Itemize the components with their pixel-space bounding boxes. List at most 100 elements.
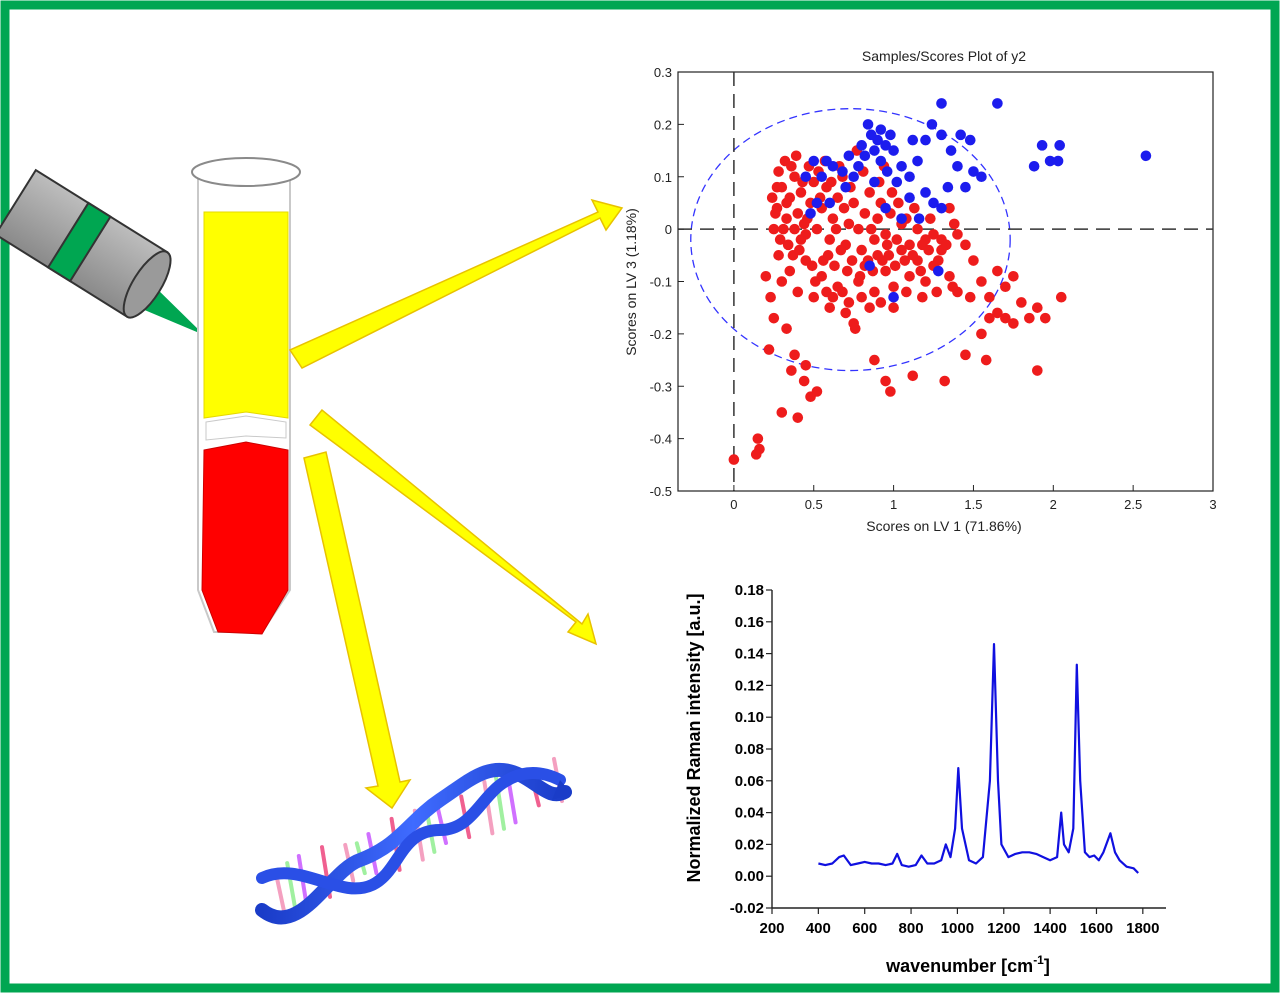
spectrum-y-tick-label: 0.02 — [735, 836, 764, 853]
score-point-red — [792, 286, 804, 298]
score-point-red — [781, 213, 792, 224]
score-point-red — [768, 312, 780, 324]
score-point-blue — [904, 171, 915, 183]
dna-arrow-tip — [552, 780, 572, 800]
scores-plot-title: Samples/Scores Plot of y2 — [862, 48, 1026, 64]
score-point-red — [1008, 318, 1019, 329]
score-point-red — [829, 260, 840, 272]
spectrum-y-tick-label: 0.00 — [735, 868, 764, 885]
score-point-blue — [808, 155, 820, 167]
score-point-red — [752, 433, 764, 444]
score-point-blue — [880, 140, 891, 151]
score-point-red — [808, 176, 820, 188]
scores-x-tick-label: 3 — [1209, 497, 1216, 512]
score-point-red — [824, 302, 836, 313]
score-point-blue — [805, 208, 816, 219]
score-point-red — [869, 286, 880, 298]
spectrum-x-ticks: 200 400 600 800 1000 1200 1400 1600 1800 — [759, 908, 1160, 937]
scores-x-tick-label: 0 — [730, 497, 737, 512]
score-point-blue — [960, 181, 971, 193]
score-point-red — [869, 354, 880, 366]
probe-lens — [122, 250, 172, 319]
score-point-red — [931, 286, 943, 298]
confidence-ellipse — [690, 108, 1011, 372]
score-point-red — [776, 407, 788, 418]
scores-y-tick-label: -0.2 — [650, 327, 672, 342]
score-point-blue — [853, 160, 864, 172]
spectrum-x-tick-label: 1200 — [987, 920, 1020, 937]
score-point-red — [952, 229, 963, 240]
spectrum-y-tick-label: 0.08 — [735, 741, 764, 758]
score-point-red — [1032, 302, 1043, 313]
score-point-red — [792, 208, 804, 219]
score-point-blue — [880, 202, 891, 214]
score-point-blue — [800, 171, 812, 183]
score-point-blue — [840, 181, 851, 193]
spectrum-y-tick-label: 0.12 — [735, 677, 764, 694]
score-point-blue — [936, 129, 947, 141]
score-point-red — [901, 286, 912, 298]
score-point-red — [864, 187, 875, 198]
score-point-blue — [1028, 160, 1040, 172]
score-point-red — [846, 255, 858, 266]
score-point-red — [968, 255, 979, 266]
score-point-blue — [875, 155, 887, 167]
score-point-red — [771, 181, 783, 193]
score-point-red — [899, 255, 911, 266]
score-point-red — [904, 270, 915, 282]
scores-y-axis-label: Scores on LV 3 (1.18%) — [623, 208, 639, 356]
score-point-red — [872, 213, 883, 224]
score-point-red — [886, 187, 898, 198]
score-point-red — [768, 223, 780, 235]
spectrum-y-tick-label: 0.14 — [735, 646, 765, 663]
score-point-red — [811, 386, 823, 397]
scores-x-tick-label: 1 — [890, 497, 897, 512]
score-point-red — [917, 291, 928, 303]
score-point-red — [837, 286, 848, 298]
score-point-red — [907, 250, 919, 261]
spectrum-y-tick-label: 0.10 — [735, 709, 764, 726]
score-point-red — [798, 375, 810, 387]
score-point-red — [1016, 297, 1027, 308]
score-point-blue — [811, 197, 823, 209]
score-point-red — [789, 171, 800, 183]
red-cell-layer — [201, 441, 289, 635]
score-point-blue — [869, 145, 880, 156]
score-point-blue — [955, 129, 966, 141]
score-point-blue — [1054, 140, 1065, 151]
score-point-red — [883, 250, 895, 261]
arrow-to-scores-plot — [288, 198, 624, 369]
score-point-blue — [968, 166, 979, 177]
score-point-red — [835, 244, 847, 256]
score-point-red — [917, 239, 928, 251]
score-point-blue — [1140, 150, 1152, 162]
score-point-red — [789, 223, 800, 235]
score-point-red — [1055, 291, 1067, 303]
spectrum-y-ticks: 0.18 0.16 0.14 0.12 0.10 0.08 0.06 0.04 0.02 0.00… — [730, 582, 772, 917]
score-point-red — [822, 250, 834, 261]
score-point-red — [778, 223, 789, 235]
score-point-blue — [865, 129, 877, 141]
score-point-blue — [920, 134, 931, 146]
score-point-red — [781, 323, 792, 334]
score-point-red — [893, 197, 904, 209]
dna-base-pair — [262, 879, 274, 911]
score-point-red — [810, 276, 821, 287]
score-point-red — [776, 276, 788, 287]
score-point-red — [765, 291, 776, 303]
score-point-blue — [862, 119, 874, 130]
score-point-red — [849, 323, 861, 334]
score-point-red — [1008, 270, 1019, 282]
arrow-to-raman-spectrum — [308, 408, 598, 646]
spectrum-y-axis-label: Normalized Raman intensity [a.u.] — [684, 593, 704, 882]
score-point-red — [843, 297, 855, 308]
score-point-red — [826, 176, 837, 188]
score-point-blue — [859, 150, 871, 162]
score-point-red — [947, 281, 958, 293]
score-point-red — [841, 265, 853, 277]
score-point-red — [880, 265, 891, 277]
score-point-blue — [869, 176, 880, 188]
score-point-red — [864, 302, 875, 313]
spectrum-y-tick-label: 0.18 — [735, 582, 764, 599]
score-point-red — [880, 375, 891, 387]
